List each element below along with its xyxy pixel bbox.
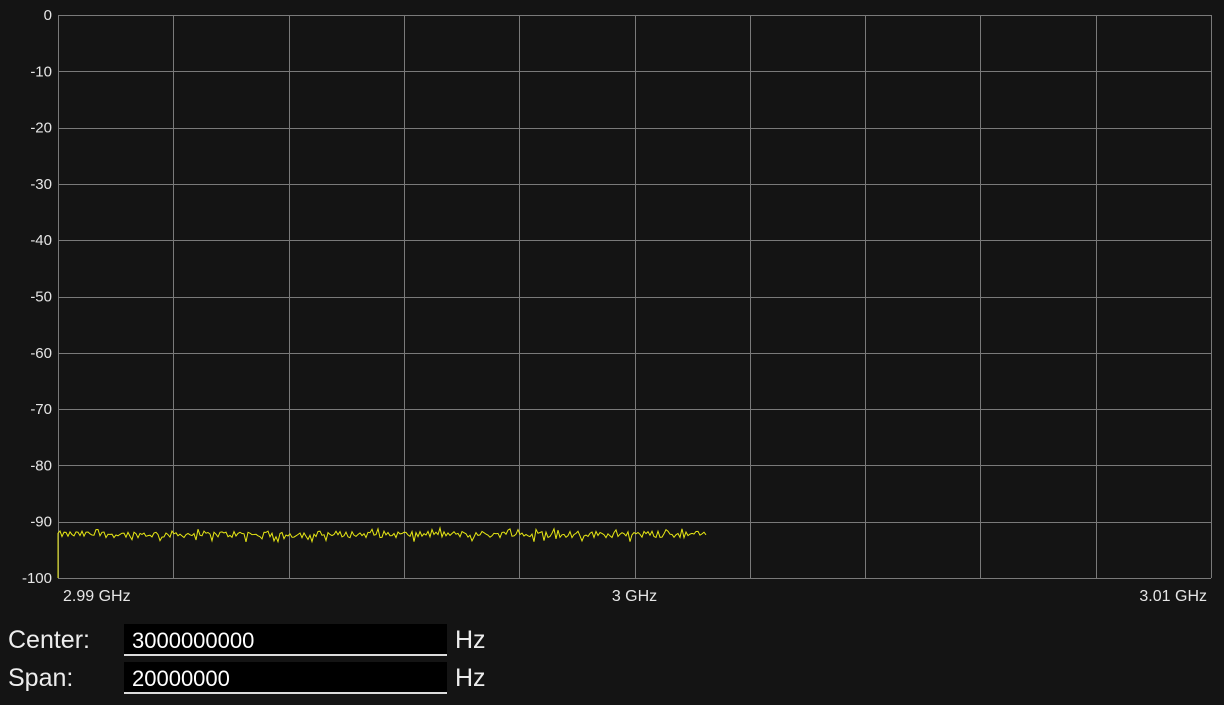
y-tick-label: -80 <box>30 457 52 474</box>
center-frequency-input[interactable] <box>124 624 447 656</box>
span-frequency-input[interactable] <box>124 662 447 694</box>
y-tick-label: -10 <box>30 63 52 80</box>
frequency-controls: Center: Hz Span: Hz <box>0 620 600 700</box>
spectrum-trace <box>57 526 707 578</box>
y-tick-label: -90 <box>30 514 52 531</box>
y-tick-label: -20 <box>30 120 52 137</box>
span-unit: Hz <box>455 664 486 692</box>
center-row: Center: Hz <box>0 622 600 658</box>
x-tick-label: 3 GHz <box>612 588 657 605</box>
spectrum-chart: 0 -10 -20 -30 -40 -50 -60 -70 -80 -90 -100 2.99 GH… <box>0 0 1224 610</box>
y-tick-label: -100 <box>22 570 52 587</box>
center-label: Center: <box>8 626 90 654</box>
x-axis-tick-labels: 2.99 GHz 3 GHz 3.01 GHz <box>63 588 1207 605</box>
span-row: Span: Hz <box>0 660 600 696</box>
y-tick-label: -60 <box>30 345 52 362</box>
y-tick-label: -50 <box>30 289 52 306</box>
y-axis-tick-labels: 0 -10 -20 -30 -40 -50 -60 -70 -80 -90 -100 <box>22 7 52 587</box>
span-label: Span: <box>8 664 74 692</box>
plot-background <box>0 0 1224 610</box>
y-tick-label: -40 <box>30 232 52 249</box>
y-tick-label: -70 <box>30 401 52 418</box>
y-tick-label: -30 <box>30 176 52 193</box>
x-tick-label: 2.99 GHz <box>63 588 131 605</box>
grid-lines <box>58 15 1212 579</box>
y-tick-label: 0 <box>44 7 52 24</box>
center-unit: Hz <box>455 626 486 654</box>
x-tick-label: 3.01 GHz <box>1139 588 1207 605</box>
